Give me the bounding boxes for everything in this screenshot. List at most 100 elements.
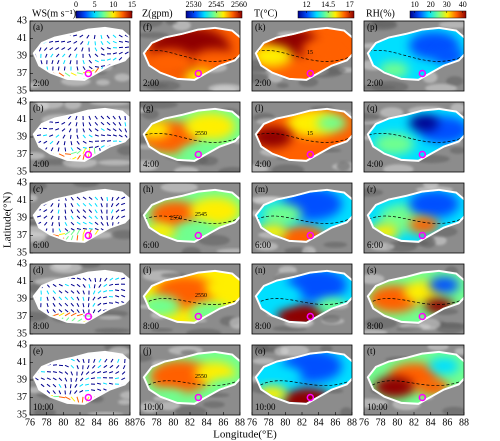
panel-letter: (i): [143, 265, 152, 275]
wind-vector: [52, 313, 59, 317]
wind-vector: [109, 371, 114, 374]
wind-vector: [112, 57, 117, 61]
site-marker: [84, 150, 93, 159]
wind-vector: [76, 209, 80, 214]
wind-vector: [94, 134, 99, 137]
wind-vector: [82, 196, 87, 200]
wind-vector: [124, 46, 130, 49]
contour: [369, 298, 464, 307]
wind-vector: [94, 67, 99, 74]
wind-vector: [62, 134, 66, 139]
colorbar-tick-label: 17: [346, 0, 354, 9]
wind-vector: [76, 396, 80, 403]
wind-vector: [76, 229, 81, 236]
wind-vector: [121, 215, 126, 219]
wind-vector: [116, 196, 120, 201]
terrain-texture: [301, 246, 316, 253]
wind-vector: [79, 377, 84, 382]
wind-vector: [88, 147, 91, 154]
terrain-texture: [77, 264, 101, 268]
map-panel: [140, 21, 240, 91]
wind-vector: [69, 134, 72, 139]
colorbar-tick-label: 5: [93, 0, 97, 9]
panel-time: 4:00: [255, 159, 272, 169]
wind-vector: [106, 222, 109, 227]
wind-vector: [49, 40, 54, 43]
wind-vector: [82, 202, 87, 207]
terrain-texture: [174, 405, 207, 415]
wind-vector: [73, 40, 78, 44]
x-tick-label: 76: [247, 417, 257, 428]
terrain-texture: [64, 102, 82, 110]
wind-vector: [63, 66, 66, 71]
terrain-texture: [254, 345, 269, 353]
colorbar: [409, 10, 467, 19]
terrain-texture: [89, 102, 130, 106]
wind-vector: [88, 115, 91, 120]
wind-vector: [52, 383, 57, 388]
wind-vector: [88, 140, 94, 143]
map-panel: [364, 345, 464, 415]
x-tick-label: 84: [92, 417, 102, 428]
wind-vector: [97, 309, 102, 313]
wind-vector: [76, 149, 82, 155]
wind-vector: [70, 196, 74, 201]
terrain-texture: [30, 194, 38, 202]
field-blob: [287, 271, 347, 302]
x-tick-label: 80: [280, 417, 290, 428]
wind-vector: [110, 358, 114, 363]
wind-vector: [76, 154, 81, 160]
x-tick-label: 88: [125, 417, 135, 428]
wind-vector: [52, 302, 56, 307]
wind-vector: [36, 134, 42, 137]
wind-vector: [50, 209, 54, 214]
terrain-texture: [425, 83, 458, 91]
wind-vector: [115, 371, 120, 374]
wind-vector: [56, 140, 60, 145]
wind-vector: [64, 371, 69, 375]
wind-vector: [112, 134, 117, 137]
wind-vector: [115, 295, 120, 298]
wind-vector: [76, 302, 80, 307]
wind-vector: [121, 377, 126, 381]
wind-vector: [64, 221, 68, 226]
wind-vector: [70, 277, 76, 280]
wind-vector: [85, 371, 90, 375]
x-tick-label: 78: [42, 417, 52, 428]
x-tick-label: 84: [314, 417, 324, 428]
terrain-texture: [212, 86, 237, 91]
terrain-texture: [186, 328, 222, 334]
panel-time: 8:00: [255, 321, 272, 331]
colorbar-tick-label: 0: [74, 0, 78, 9]
wind-vector: [43, 140, 48, 144]
panel-time: 10:00: [367, 402, 388, 412]
wind-vector: [87, 296, 90, 301]
wind-vector: [88, 209, 93, 213]
wind-vector: [46, 383, 51, 388]
wind-vector: [122, 365, 126, 370]
y-tick-label: 37: [17, 311, 27, 322]
wind-vector: [64, 290, 69, 294]
wind-vector: [54, 121, 60, 124]
field-blob: [374, 133, 414, 155]
wind-vector: [108, 382, 114, 385]
field-blob: [150, 200, 200, 229]
wind-vector: [88, 53, 92, 58]
wind-vector: [115, 202, 120, 207]
colorbar-label: RH(%): [366, 8, 395, 19]
wind-vector: [64, 296, 69, 301]
wind-vector: [44, 221, 48, 226]
x-tick-label: 80: [392, 417, 402, 428]
wind-vector: [115, 277, 120, 280]
wind-vector: [49, 134, 54, 137]
panel-time: 2:00: [367, 78, 384, 88]
map-panel: [364, 264, 464, 334]
terrain-texture: [140, 401, 160, 413]
wind-vector: [76, 313, 83, 317]
wind-vector: [82, 148, 87, 155]
wind-vector: [106, 121, 111, 126]
wind-vector: [93, 34, 96, 40]
wind-vector: [76, 365, 79, 370]
map-panel: [252, 183, 352, 253]
y-tick-label: 43: [17, 96, 27, 107]
